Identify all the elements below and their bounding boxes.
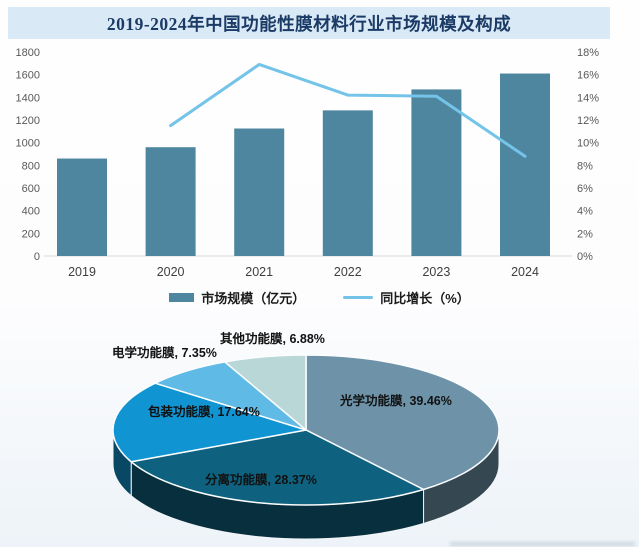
bar-line-chart: 0 200 400 600 800 1000 1200 1400 1600 1800 0% 2% 4% 6…	[16, 47, 600, 279]
chart-legend: 市场规模（亿元） 同比增长（%）	[0, 288, 639, 306]
pie-label-separation-film: 分离功能膜, 28.37%	[205, 473, 317, 487]
svg-text:6%: 6%	[577, 183, 593, 195]
pie-label-other-film: 其他功能膜, 6.88%	[220, 332, 325, 346]
svg-text:18%: 18%	[577, 47, 599, 59]
svg-text:800: 800	[22, 160, 40, 172]
legend-item-growth: 同比增长（%）	[343, 288, 470, 307]
page-title: 2019-2024年中国功能性膜材料行业市场规模及构成	[106, 13, 512, 34]
svg-text:1800: 1800	[16, 47, 40, 59]
svg-text:2019: 2019	[68, 265, 96, 279]
pie-label-optical-film: 光学功能膜, 39.46%	[340, 394, 452, 408]
svg-text:2021: 2021	[245, 265, 273, 279]
svg-text:12%: 12%	[577, 115, 599, 127]
svg-text:1400: 1400	[16, 92, 40, 104]
svg-text:2023: 2023	[422, 265, 450, 279]
svg-text:2020: 2020	[157, 265, 185, 279]
svg-text:4%: 4%	[577, 206, 593, 218]
legend-label-market-size: 市场规模（亿元）	[201, 290, 306, 306]
svg-text:10%: 10%	[577, 138, 599, 150]
svg-text:0%: 0%	[577, 251, 593, 263]
bar-series-swatch-icon	[169, 292, 195, 302]
line-series-swatch-icon	[343, 295, 374, 299]
pie-3d-chart	[112, 354, 500, 540]
svg-text:1600: 1600	[16, 70, 40, 82]
svg-text:1200: 1200	[16, 115, 40, 127]
svg-text:600: 600	[22, 183, 40, 195]
svg-text:2%: 2%	[577, 228, 593, 240]
svg-text:2022: 2022	[334, 265, 362, 279]
legend-item-market-size: 市场规模（亿元）	[169, 288, 305, 307]
watermark-remnant	[450, 542, 635, 546]
svg-text:400: 400	[22, 206, 40, 218]
svg-text:14%: 14%	[577, 92, 599, 104]
svg-text:0: 0	[34, 251, 40, 263]
pie-label-electrical-film: 电学功能膜, 7.35%	[112, 346, 217, 360]
svg-text:200: 200	[22, 228, 40, 240]
chart-title-band: 2019-2024年中国功能性膜材料行业市场规模及构成	[8, 7, 610, 39]
svg-text:16%: 16%	[577, 70, 599, 82]
svg-text:2024: 2024	[511, 265, 539, 279]
legend-label-growth: 同比增长（%）	[380, 290, 470, 306]
pie-label-packaging-film: 包装功能膜, 17.64%	[148, 405, 260, 419]
svg-text:8%: 8%	[577, 160, 593, 172]
svg-text:1000: 1000	[16, 138, 40, 150]
